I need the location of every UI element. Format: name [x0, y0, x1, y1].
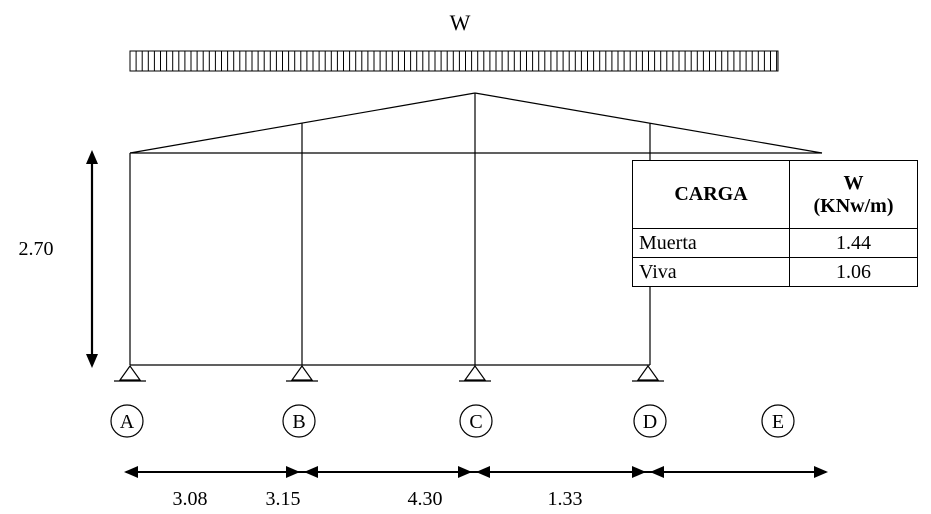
axis-markers: A B C D E — [110, 404, 795, 438]
load-table-col1-header: CARGA — [632, 160, 790, 229]
load-table-row: Viva 1.06 — [632, 257, 918, 287]
roof-right-slope — [474, 92, 823, 154]
axis-marker-a: A — [110, 404, 144, 438]
span-label-4: 1.33 — [548, 488, 583, 510]
support-b — [286, 364, 318, 382]
roof — [129, 92, 823, 154]
load-type-cell: Viva — [632, 257, 790, 287]
load-value-cell: 1.06 — [789, 257, 918, 287]
span-label-1: 3.08 — [173, 488, 208, 510]
axis-label-d: D — [643, 411, 657, 433]
axis-label-a: A — [120, 411, 135, 433]
span-labels: 3.08 3.15 4.30 1.33 — [173, 488, 583, 510]
height-label: 2.70 — [19, 238, 54, 260]
distributed-load — [129, 50, 779, 72]
load-table: CARGA W (KNw/m) Muerta 1.44 Viva 1.06 — [632, 160, 918, 287]
axis-marker-e: E — [761, 404, 795, 438]
support-d — [632, 364, 664, 382]
load-value-cell: 1.44 — [789, 228, 918, 258]
span-label-3: 4.30 — [408, 488, 443, 510]
span-dimensions — [124, 466, 828, 478]
load-table-header: CARGA W (KNw/m) — [632, 160, 918, 229]
frame — [129, 93, 651, 366]
axis-marker-b: B — [282, 404, 316, 438]
support-c — [459, 364, 491, 382]
height-dimension: 2.70 — [19, 150, 98, 368]
load-table-col2-header-line2: (KNw/m) — [813, 194, 894, 217]
axis-label-c: C — [469, 411, 482, 433]
load-table-col2-header-line1: W — [843, 171, 864, 194]
load-table-row: Muerta 1.44 — [632, 228, 918, 258]
span-label-2: 3.15 — [266, 488, 301, 510]
load-type-cell: Muerta — [632, 228, 790, 258]
load-label: W — [450, 10, 471, 35]
axis-label-b: B — [292, 411, 305, 433]
support-a — [114, 364, 146, 382]
axis-marker-d: D — [633, 404, 667, 438]
axis-label-e: E — [772, 411, 784, 433]
axis-marker-c: C — [459, 404, 493, 438]
load-table-col2-header: W (KNw/m) — [789, 160, 918, 229]
supports — [114, 364, 664, 382]
